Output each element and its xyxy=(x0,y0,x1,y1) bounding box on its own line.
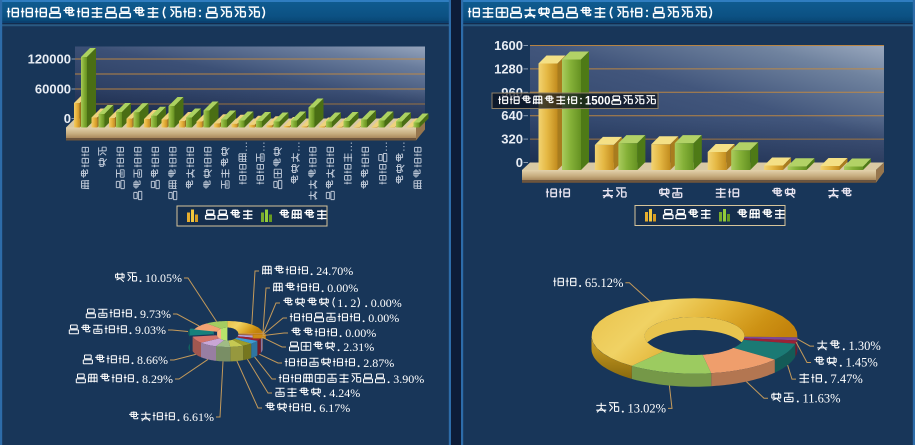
svg-text:2: 2 xyxy=(350,296,356,310)
svg-text:3.90%: 3.90% xyxy=(393,372,424,386)
svg-text:0.00%: 0.00% xyxy=(371,296,402,310)
svg-text:0.00%: 0.00% xyxy=(345,326,376,340)
svg-text:1280: 1280 xyxy=(494,61,523,76)
svg-text:24.70%: 24.70% xyxy=(316,264,353,278)
svg-text:1500: 1500 xyxy=(585,96,611,108)
svg-text:1600: 1600 xyxy=(494,38,523,53)
svg-text:13.02%: 13.02% xyxy=(628,401,667,415)
svg-text:65.12%: 65.12% xyxy=(585,276,624,290)
svg-text:…: … xyxy=(291,141,303,152)
svg-text:7.47%: 7.47% xyxy=(831,372,863,386)
svg-text:8.29%: 8.29% xyxy=(142,372,173,386)
svg-text:8.66%: 8.66% xyxy=(137,353,168,367)
svg-text:2.87%: 2.87% xyxy=(363,356,394,370)
svg-text:640: 640 xyxy=(501,108,523,123)
svg-text:0: 0 xyxy=(64,111,71,126)
svg-text:10.05%: 10.05% xyxy=(145,271,182,285)
svg-text:1.30%: 1.30% xyxy=(849,339,881,353)
svg-text:2.31%: 2.31% xyxy=(343,340,374,354)
svg-text:4.24%: 4.24% xyxy=(329,386,360,400)
svg-text:0: 0 xyxy=(516,155,523,170)
svg-text:120000: 120000 xyxy=(28,52,71,67)
svg-text:6.61%: 6.61% xyxy=(183,410,214,424)
svg-text:60000: 60000 xyxy=(35,82,71,97)
svg-text:0.00%: 0.00% xyxy=(368,311,399,325)
svg-text:…: … xyxy=(343,141,355,152)
svg-text:1.45%: 1.45% xyxy=(846,356,878,370)
svg-text:320: 320 xyxy=(501,132,523,147)
svg-text:…: … xyxy=(256,141,268,152)
svg-text:9.73%: 9.73% xyxy=(140,307,171,321)
svg-text:1: 1 xyxy=(337,296,343,310)
svg-text:…: … xyxy=(238,141,250,152)
svg-text:…: … xyxy=(378,141,390,152)
svg-text:…: … xyxy=(396,141,408,152)
svg-text:11.63%: 11.63% xyxy=(803,391,841,405)
svg-text:0.00%: 0.00% xyxy=(327,281,358,295)
svg-text:9.03%: 9.03% xyxy=(135,323,166,337)
svg-text:6.17%: 6.17% xyxy=(319,401,350,415)
